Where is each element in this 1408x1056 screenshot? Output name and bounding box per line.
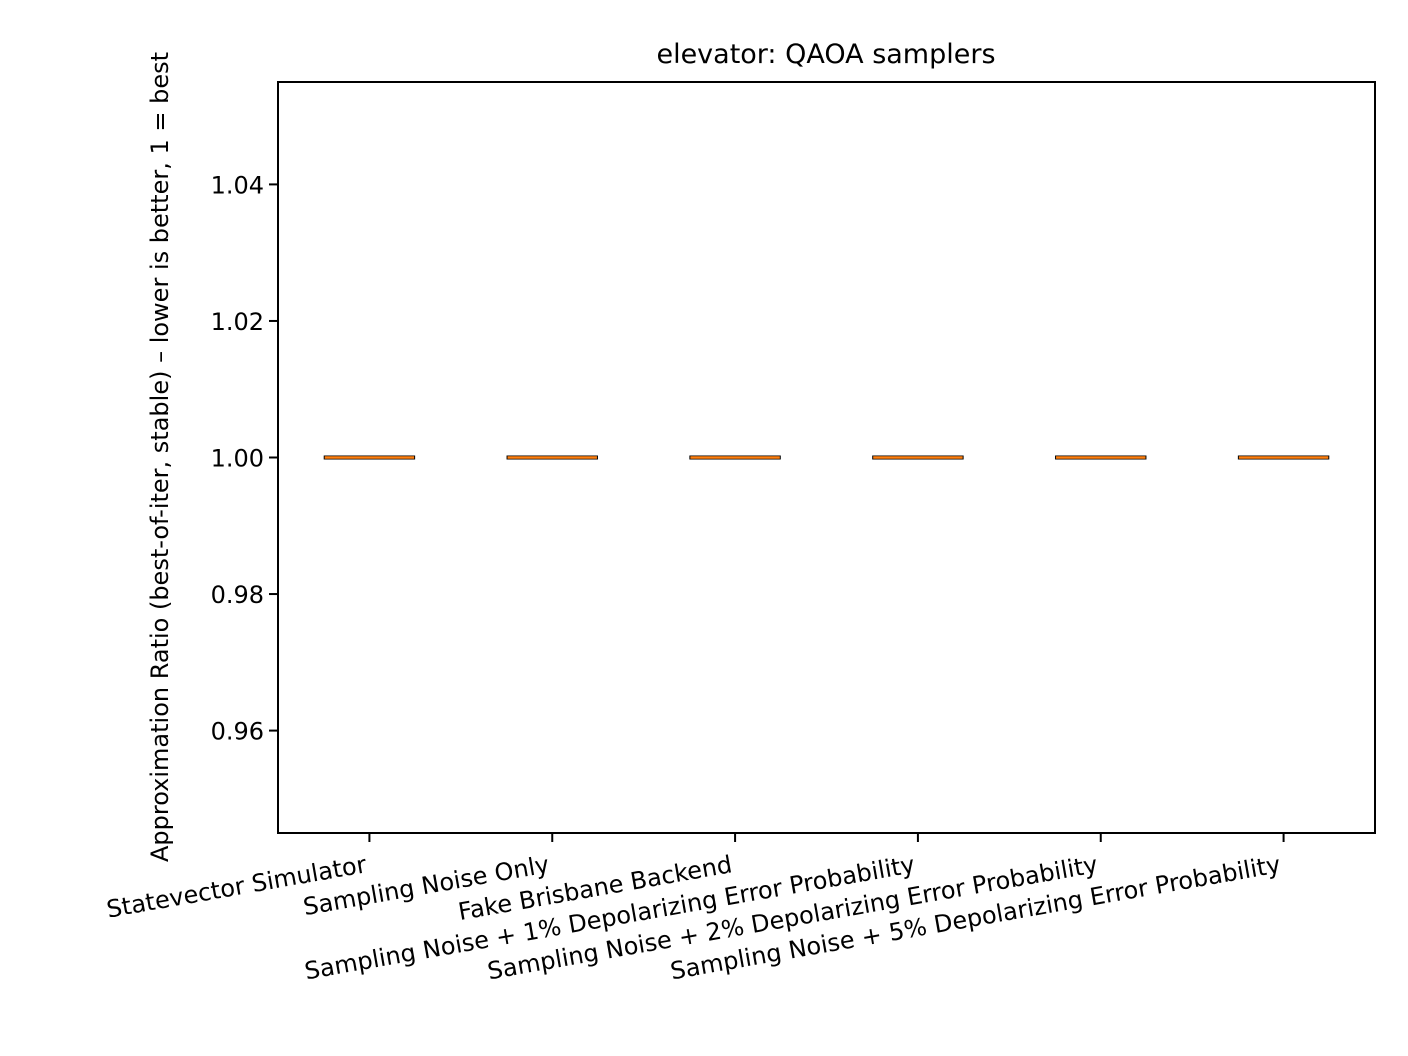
y-axis-label: Approximation Ratio (best-of-iter, stabl… [146,52,174,862]
plot-area-frame [277,81,1376,834]
y-tick-label: 0.98 [211,581,264,609]
y-tick-label: 0.96 [211,718,264,746]
y-tick-label: 1.04 [211,171,264,199]
y-tick-label: 1.00 [211,445,264,473]
y-tick-label: 1.02 [211,308,264,336]
y-axis-ticks: 0.96 0.98 1.00 1.02 1.04 [211,171,278,746]
chart-title: elevator: QAOA samplers [656,39,995,70]
